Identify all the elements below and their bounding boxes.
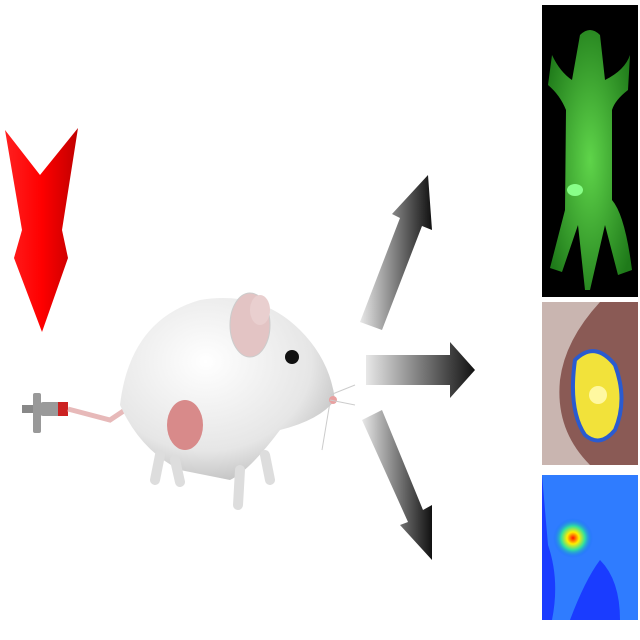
mouse: [120, 292, 356, 510]
fluorescence-image: [542, 5, 638, 297]
injection-arrow: [5, 128, 78, 332]
tissue-image: [542, 302, 638, 465]
syringe: [22, 393, 127, 433]
heatmap-image: [542, 475, 638, 620]
arrow-right: [366, 342, 475, 398]
arrow-up: [360, 175, 432, 330]
arrow-down: [362, 410, 432, 560]
